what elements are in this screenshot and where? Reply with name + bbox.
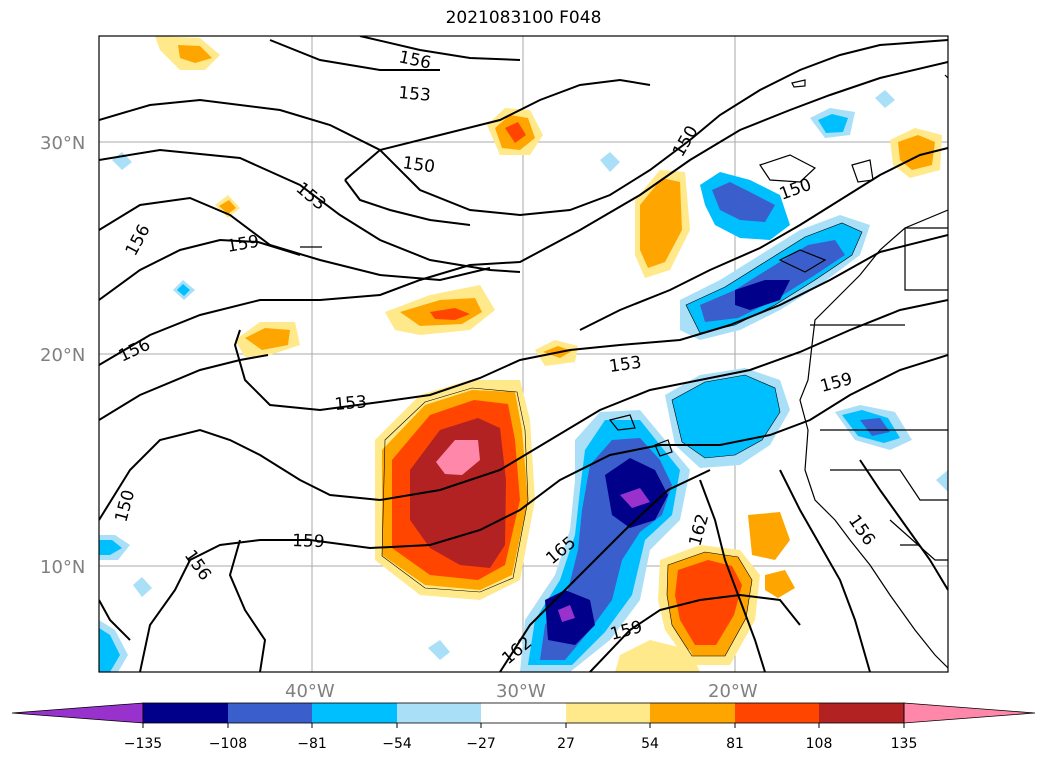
colorbar-tick-label: −54 bbox=[382, 736, 412, 752]
lat-label-30n: 30°N bbox=[40, 133, 85, 154]
shading-outlines bbox=[381, 222, 863, 657]
lon-label-40w: 40°W bbox=[285, 681, 335, 702]
colorbar-bin bbox=[735, 703, 819, 723]
contour-label: 159 bbox=[292, 531, 325, 552]
lon-label-30w: 30°W bbox=[496, 681, 546, 702]
colorbar-bin bbox=[650, 703, 735, 723]
colorbar-tick-label: 54 bbox=[641, 736, 659, 752]
colorbar-tick-label: −135 bbox=[124, 736, 162, 752]
colorbar-extend-low bbox=[11, 702, 144, 724]
contour-label: 150 bbox=[401, 153, 436, 177]
colorbar-tick-label: −108 bbox=[209, 736, 247, 752]
map-title: 2021083100 F048 bbox=[445, 8, 602, 28]
contour-label: 153 bbox=[334, 392, 368, 415]
colorbar-tick-label: −27 bbox=[466, 736, 496, 752]
colorbar-tick-label: 27 bbox=[557, 736, 575, 752]
colorbar-bin bbox=[481, 703, 566, 723]
gridlines bbox=[99, 36, 948, 672]
colorbar-tick-label: 108 bbox=[806, 736, 833, 752]
colorbar-bin bbox=[143, 703, 228, 723]
colorbar-tick-label: 81 bbox=[726, 736, 744, 752]
colorbar-tick-label: −81 bbox=[297, 736, 327, 752]
lat-label-10n: 10°N bbox=[40, 557, 85, 578]
colorbar-bin bbox=[397, 703, 481, 723]
cold-shading bbox=[99, 90, 948, 672]
coastlines bbox=[300, 74, 948, 669]
colorbar-bin bbox=[566, 703, 650, 723]
height-contours bbox=[99, 36, 948, 672]
colorbar-extend-high bbox=[903, 702, 1036, 724]
contour-label: 153 bbox=[398, 83, 432, 106]
lat-label-20n: 20°N bbox=[40, 345, 85, 366]
contour-label: 153 bbox=[608, 353, 643, 377]
map-frame bbox=[98, 35, 949, 673]
colorbar-bin bbox=[228, 703, 312, 723]
colorbar-bin bbox=[312, 703, 397, 723]
colorbar-bin bbox=[819, 703, 904, 723]
colorbar-tick-label: 135 bbox=[891, 736, 918, 752]
lon-label-20w: 20°W bbox=[708, 681, 758, 702]
map-area: 156 153 150 153 156 159 150 156 153 153 … bbox=[99, 36, 948, 672]
colorbar: −135 −108 −81 −54 −27 27 54 81 108 135 bbox=[11, 702, 1036, 752]
